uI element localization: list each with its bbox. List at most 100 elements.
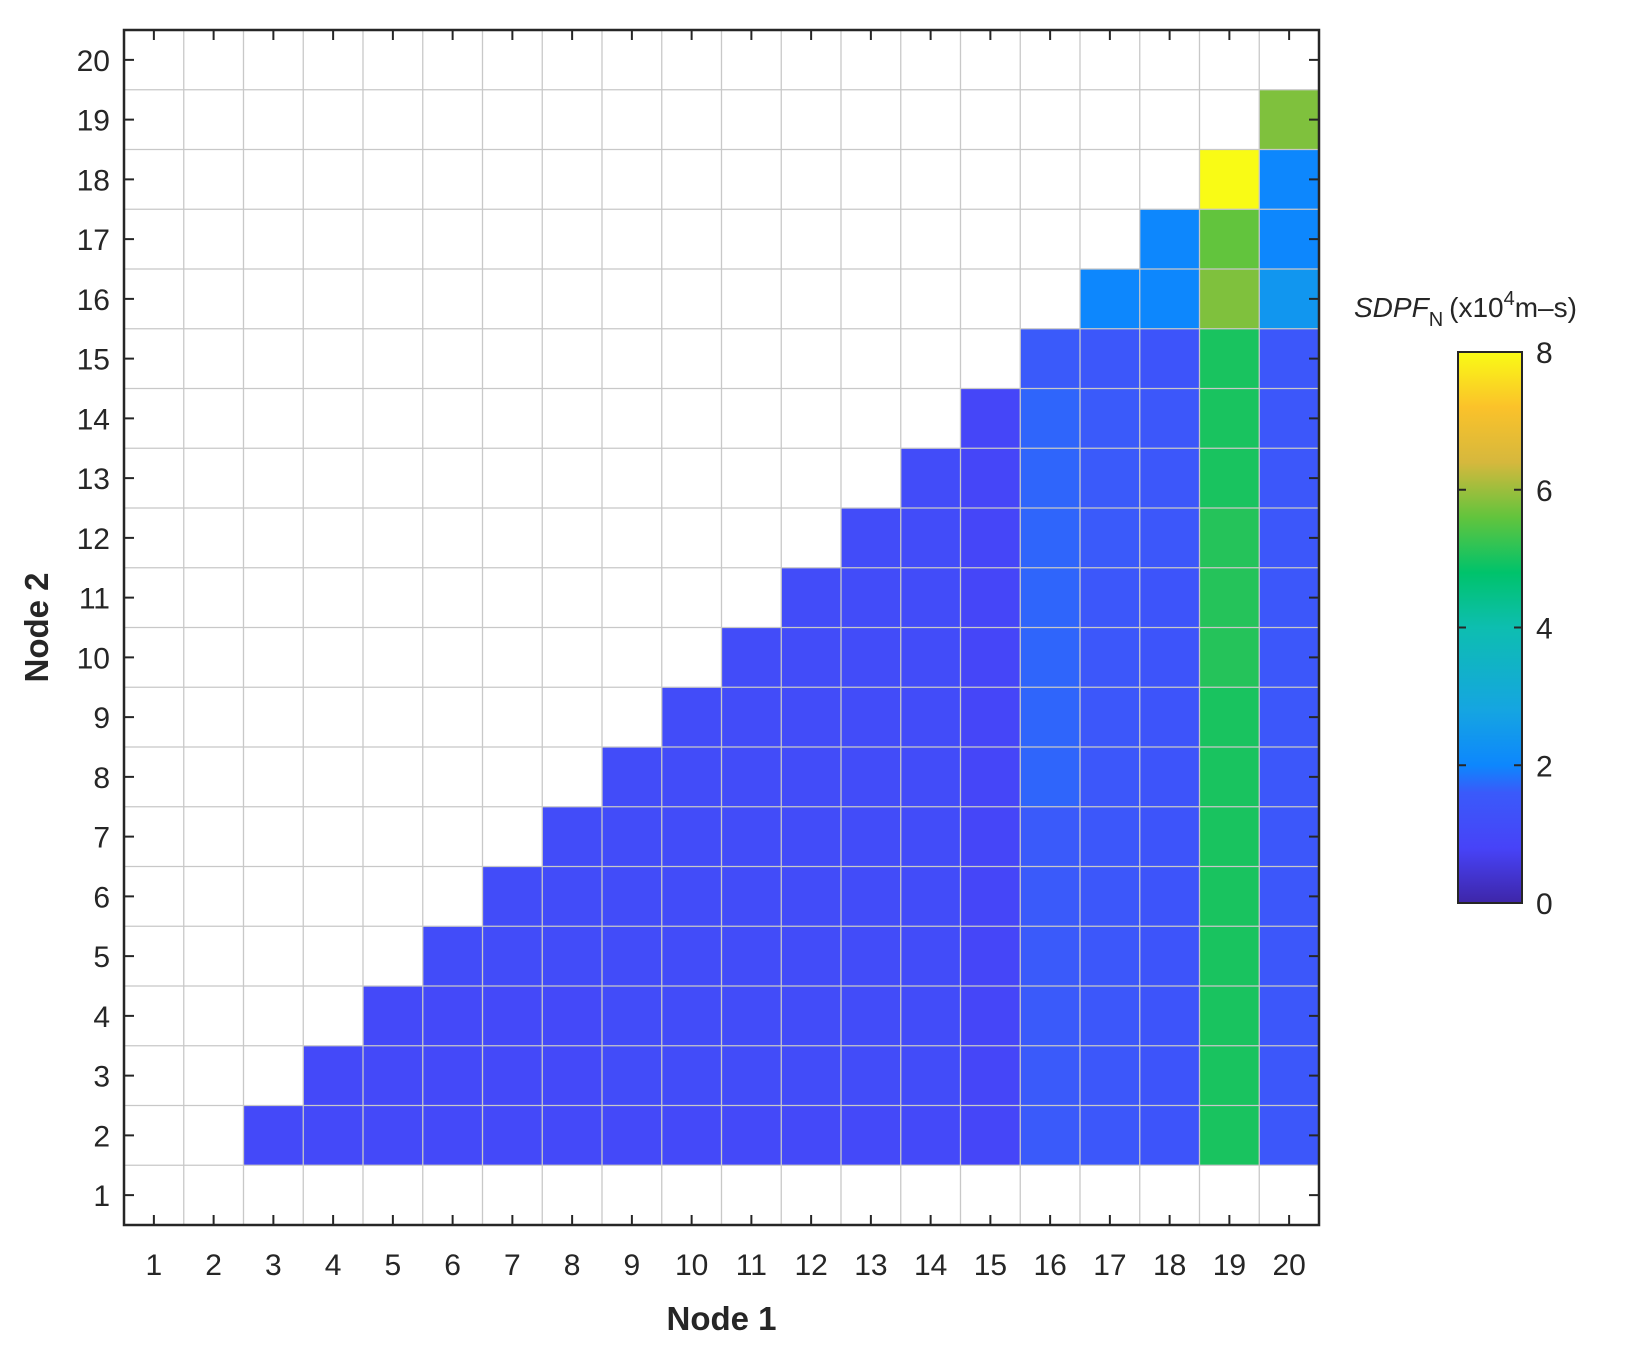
y-tick-label: 13 [77,463,110,496]
heatmap-cell [841,806,901,867]
heatmap-cell [1139,866,1200,927]
x-tick-label: 14 [914,1249,947,1282]
colorbar-title-units-end: m–s) [1515,292,1577,323]
y-tick-label: 1 [93,1180,110,1213]
heatmap-cell [482,1045,543,1106]
heatmap-cell [602,986,662,1046]
heatmap-cell [1139,926,1200,986]
colorbar-tick-label: 2 [1536,750,1553,783]
y-tick-label: 2 [93,1120,110,1153]
heatmap-cell [960,806,1021,867]
x-tick-label: 17 [1093,1249,1126,1282]
heatmap-cell [1139,806,1200,867]
colorbar-ticks: 0 2 4 6 8 [1458,337,1553,921]
x-tick-label: 8 [564,1249,581,1282]
colorbar-title-units: (x10 [1449,292,1503,323]
heatmap-cell [482,866,543,927]
y-tick-label: 17 [77,224,110,257]
heatmap-cell [1020,567,1080,628]
heatmap-cell [482,926,543,986]
heatmap-cell [900,508,961,568]
heatmap-cell [721,1045,782,1106]
heatmap-cell [1020,986,1080,1046]
heatmap-cell [960,986,1021,1046]
heatmap-cell [1139,388,1200,449]
heatmap-cell [900,926,961,986]
colorbar-tick-label: 0 [1536,888,1553,921]
heatmap-cell [960,567,1021,628]
x-tick-label: 7 [504,1249,521,1282]
y-tick-label: 6 [93,881,110,914]
heatmap-cell [721,986,782,1046]
heatmap-cell [1199,508,1260,568]
y-tick-label: 4 [93,1001,110,1034]
heatmap-cell [841,567,901,628]
heatmap-cell [960,687,1021,747]
heatmap-cell [960,1105,1021,1166]
heatmap-cell [1199,388,1260,449]
heatmap-cell [1139,1105,1200,1166]
heatmap-cell [1020,926,1080,986]
y-tick-label: 7 [93,822,110,855]
heatmap-cell [900,1105,961,1166]
heatmap-cell [661,806,722,867]
x-tick-label: 1 [146,1249,163,1282]
heatmap-cell [841,866,901,927]
x-tick-label: 9 [624,1249,641,1282]
x-tick-label: 2 [205,1249,222,1282]
heatmap-cell [1080,866,1140,927]
x-tick-label: 13 [854,1249,887,1282]
heatmap-cell [542,866,602,927]
heatmap-cell [1139,986,1200,1046]
heatmap-cell [1080,508,1140,568]
y-tick-label: 16 [77,284,110,317]
heatmap-cell [602,1045,662,1106]
heatmap-cell [1199,269,1260,329]
colorbar-title: SDPFN (x104m–s) [1354,288,1577,331]
x-tick-label: 5 [385,1249,402,1282]
heatmap-cell [602,747,662,807]
heatmap-cell [1139,687,1200,747]
heatmap-cell [661,747,722,807]
heatmap-cell [1080,687,1140,747]
heatmap-cell [781,926,841,986]
x-tick-label: 4 [325,1249,342,1282]
heatmap-cells [243,89,1319,1166]
heatmap-cell [482,986,543,1046]
y-tick-label: 12 [77,523,110,556]
heatmap-cell [1199,926,1260,986]
heatmap-cell [661,986,722,1046]
colorbar-tick-label: 8 [1536,337,1553,370]
heatmap-cell [1080,567,1140,628]
heatmap-cell [781,687,841,747]
heatmap-cell [960,448,1021,508]
heatmap-cell [781,747,841,807]
heatmap-cell [1199,866,1260,927]
heatmap-cell [900,627,961,688]
x-tick-label: 16 [1033,1249,1066,1282]
heatmap-cell [1139,1045,1200,1106]
heatmap-cell [303,1105,363,1166]
y-tick-label: 19 [77,105,110,138]
heatmap-cell [1139,567,1200,628]
heatmap-cell [781,627,841,688]
y-tick-label: 5 [93,941,110,974]
heatmap-cell [661,866,722,927]
heatmap-cell [1199,627,1260,688]
heatmap-cell [721,687,782,747]
heatmap-cell [721,806,782,867]
heatmap-cell [363,1105,423,1166]
heatmap-cell [900,567,961,628]
heatmap-cell [1199,149,1260,210]
axes [122,28,1321,1227]
heatmap-cell [1020,747,1080,807]
x-tick-label: 10 [675,1249,708,1282]
heatmap-cell [900,448,961,508]
heatmap-cell [781,1045,841,1106]
heatmap-cell [1199,209,1260,269]
colorbar-title-variable: SDPF [1354,292,1431,323]
heatmap-cell [781,567,841,628]
heatmap-cell [721,926,782,986]
